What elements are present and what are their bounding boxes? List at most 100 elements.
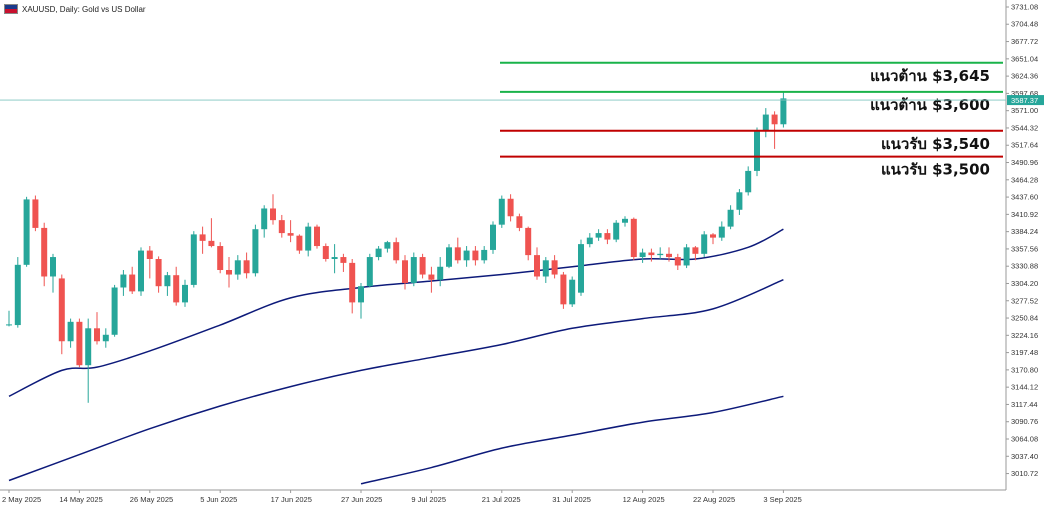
y-tick-label: 3490.96 [1011,158,1038,167]
candle-body [446,247,452,267]
candle [190,231,197,288]
candle [710,233,716,245]
x-tick-label: 2 May 2025 [2,495,41,504]
candle-body [85,328,92,366]
x-tick-label: 3 Sep 2025 [763,495,801,504]
candle-body [349,262,356,303]
candle [586,233,593,248]
candle [146,246,153,279]
candle-body [586,237,593,245]
y-tick-label: 3144.12 [1011,383,1038,392]
candle [780,91,787,128]
candle-body [305,226,312,251]
candle [314,224,320,249]
candle-body [173,275,180,303]
candle-body [622,218,628,223]
candle-body [102,334,109,342]
candle-body [402,260,408,283]
candle [129,266,136,294]
candle-body [278,220,285,234]
candle [305,222,312,257]
candle [472,246,479,266]
candle [727,205,734,230]
candle [525,226,532,261]
candle [463,246,470,267]
candle-body [190,234,197,285]
candle-body [569,279,576,305]
candle-body [182,284,188,303]
chart-header: XAUUSD, Daily: Gold vs US Dollar [4,2,146,16]
candle-body [472,250,479,261]
candle [437,257,444,287]
candle-body [630,218,637,258]
candle [199,226,206,254]
candle-body [481,249,488,261]
candle [270,194,276,225]
candle-body [454,247,461,261]
y-tick-label: 3384.24 [1011,227,1038,236]
candle [384,240,391,253]
resistance-label: แนวต้าน $3,600 [870,96,990,114]
candle [6,310,12,327]
candle [507,194,514,222]
current-price-label: 3587.37 [1011,96,1038,105]
candle [481,246,488,264]
candle-body [270,208,276,221]
candle-body [639,252,646,258]
symbol-title: XAUUSD, Daily: Gold vs US Dollar [22,4,146,14]
candle [701,231,708,258]
candle [674,253,681,271]
candle-body [534,255,540,277]
candle-body [58,278,65,342]
candle-body [314,226,320,247]
y-tick-label: 3224.16 [1011,331,1038,340]
candle-body [331,257,338,259]
candle-body [393,242,400,261]
candle-body [94,328,100,342]
y-tick-label: 3517.64 [1011,141,1038,150]
candle [560,271,567,309]
candle-body [604,233,611,240]
candle-body [199,234,206,241]
candle [446,244,452,269]
candle [613,220,620,243]
x-tick-label: 17 Jun 2025 [271,495,312,504]
moving-averages [8,228,784,485]
candle [490,221,496,254]
candle [102,328,109,348]
candle [41,222,48,287]
candle-body [657,253,664,256]
y-tick-label: 3037.40 [1011,452,1038,461]
x-tick-label: 5 Jun 2025 [200,495,237,504]
y-tick-label: 3330.88 [1011,262,1038,271]
candle [542,257,549,283]
candle-body [41,227,48,277]
candle-body [322,246,329,259]
candle-body [718,226,725,238]
candle [754,127,760,177]
candle-body [226,270,232,275]
y-tick-label: 3437.60 [1011,193,1038,202]
current-price-box [1007,95,1044,106]
candle [595,229,602,241]
candle-body [340,257,347,263]
candle [94,312,100,345]
candle-body [366,257,373,287]
x-tick-label: 27 Jun 2025 [341,495,382,504]
support-label: แนวรับ $3,540 [881,135,990,153]
candle [366,253,373,288]
candle [322,243,329,262]
x-tick-label: 9 Jul 2025 [411,495,446,504]
candle-body [111,287,118,335]
candle [428,266,435,293]
candle-body [217,246,224,271]
support-resistance-levels: แนวต้าน $3,645 แนวต้าน $3,600 แนวรับ $3,54… [500,61,1003,179]
candle-body [683,247,690,266]
candle-body [771,114,778,125]
candle [111,284,118,337]
candle [287,220,294,243]
candle-body [754,130,760,171]
candle [278,214,285,238]
candle [23,196,30,267]
